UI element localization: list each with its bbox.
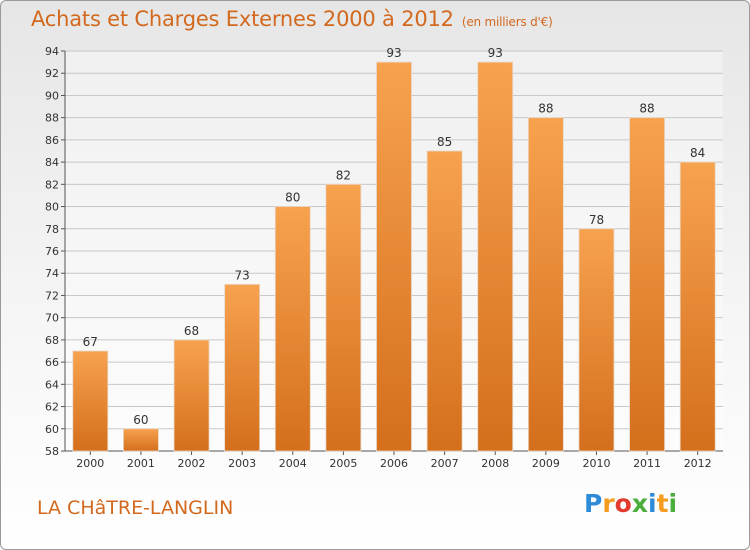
bar xyxy=(173,339,210,452)
x-tick-label: 2003 xyxy=(228,457,256,470)
y-tick-label: 60 xyxy=(45,423,59,436)
bar-value-label: 82 xyxy=(336,168,351,182)
bar xyxy=(376,61,412,452)
y-tick-label: 78 xyxy=(45,223,59,236)
bar xyxy=(578,228,615,452)
bar-value-label: 85 xyxy=(437,135,452,149)
y-tick-label: 64 xyxy=(45,378,59,391)
bar-value-label: 93 xyxy=(386,46,401,60)
y-tick-label: 80 xyxy=(45,201,59,214)
y-tick-label: 74 xyxy=(45,267,59,280)
logo-letter: o xyxy=(614,489,632,518)
labels: 58 60 62 64 66 68 70 72 74 76 78 80 82 84 86 88 90 92 94 67… xyxy=(45,45,712,470)
bar xyxy=(527,117,564,452)
logo-letter: P xyxy=(584,489,603,518)
x-tick-label: 2004 xyxy=(279,457,307,470)
logo-letter: i xyxy=(648,489,657,518)
y-tick-label: 66 xyxy=(45,356,59,369)
x-tick-label: 2009 xyxy=(532,457,560,470)
bar-value-label: 68 xyxy=(184,324,199,338)
logo-letter: x xyxy=(631,489,648,518)
bar xyxy=(123,428,159,452)
logo-letter: i xyxy=(668,489,678,518)
y-tick-label: 68 xyxy=(45,334,59,347)
bar xyxy=(325,183,362,452)
x-tick-label: 2005 xyxy=(329,457,357,470)
bars xyxy=(72,61,716,452)
bar-value-label: 80 xyxy=(285,191,300,205)
x-tick-label: 2001 xyxy=(127,457,155,470)
x-tick-label: 2008 xyxy=(481,457,509,470)
bar xyxy=(477,61,514,452)
commune-name: LA CHâTRE-LANGLIN xyxy=(37,497,234,519)
x-tick-label: 2002 xyxy=(178,457,206,470)
bar xyxy=(679,161,716,452)
x-tick-label: 2007 xyxy=(431,457,459,470)
logo-letter: r xyxy=(602,489,615,518)
y-tick-label: 94 xyxy=(45,45,59,58)
y-tick-label: 62 xyxy=(45,401,59,414)
x-tick-label: 2000 xyxy=(76,457,104,470)
bar-value-label: 93 xyxy=(488,46,503,60)
x-tick-label: 2010 xyxy=(582,457,610,470)
chart-subtitle: (en milliers d'€) xyxy=(461,15,553,29)
bar xyxy=(274,206,311,452)
y-tick-label: 92 xyxy=(45,67,59,80)
proxiti-logo: Proxiti xyxy=(584,489,677,518)
bar xyxy=(629,117,665,452)
bar-value-label: 78 xyxy=(589,213,604,227)
y-tick-label: 90 xyxy=(45,89,59,102)
bar-value-label: 73 xyxy=(235,268,250,282)
y-tick-label: 82 xyxy=(45,178,59,191)
chart-title: Achats et Charges Externes 2000 à 2012 (e… xyxy=(31,7,553,31)
y-tick-label: 84 xyxy=(45,156,59,169)
y-tick-label: 86 xyxy=(45,134,59,147)
bar xyxy=(72,350,109,452)
bar-value-label: 60 xyxy=(133,413,148,427)
y-tick-label: 58 xyxy=(45,445,59,458)
x-tick-label: 2011 xyxy=(633,457,661,470)
logo-letter: t xyxy=(656,489,669,518)
y-tick-label: 76 xyxy=(45,245,59,258)
bar xyxy=(224,283,261,452)
x-tick-label: 2006 xyxy=(380,457,408,470)
y-tick-label: 72 xyxy=(45,289,59,302)
bar-value-label: 88 xyxy=(639,102,654,116)
bar-value-label: 88 xyxy=(538,102,553,116)
y-tick-label: 88 xyxy=(45,112,59,125)
chart-title-text: Achats et Charges Externes 2000 à 2012 xyxy=(31,7,454,31)
bar-value-label: 84 xyxy=(690,146,705,160)
x-tick-label: 2012 xyxy=(684,457,712,470)
y-tick-label: 70 xyxy=(45,312,59,325)
bar-value-label: 67 xyxy=(83,335,98,349)
bar xyxy=(426,150,463,452)
